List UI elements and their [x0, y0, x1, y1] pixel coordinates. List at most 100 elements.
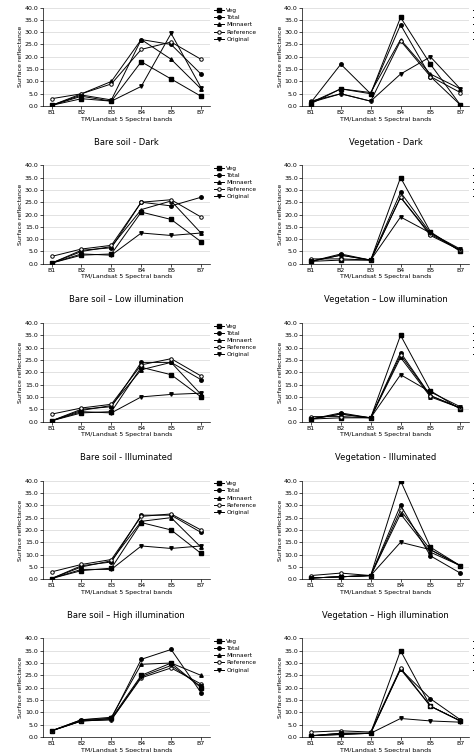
Reference [457, 88, 463, 97]
Minnaert [457, 84, 463, 93]
X-axis label: TM/Landsat 5 Spectral bands: TM/Landsat 5 Spectral bands [81, 274, 172, 279]
Original [109, 97, 114, 106]
Reference [109, 400, 114, 409]
Original [49, 417, 55, 426]
Veg [338, 414, 344, 423]
Veg [338, 84, 344, 93]
Line: Veg: Veg [309, 176, 462, 263]
Legend: Veg, Total, Minnaert, Reference, Original: Veg, Total, Minnaert, Reference, Origina… [473, 638, 474, 673]
Original [198, 389, 204, 398]
Minnaert [338, 729, 344, 738]
Veg [49, 101, 55, 110]
X-axis label: TM/Landsat 5 Spectral bands: TM/Landsat 5 Spectral bands [340, 747, 431, 752]
Reference [308, 97, 314, 106]
Minnaert [198, 390, 204, 399]
Reference [138, 45, 144, 54]
Original [138, 541, 144, 550]
Total [49, 417, 55, 426]
Total [457, 100, 463, 109]
Total [308, 574, 314, 583]
Y-axis label: Surface reflectance: Surface reflectance [278, 657, 283, 718]
Original [49, 259, 55, 268]
Original [168, 390, 174, 399]
Minnaert [109, 401, 114, 410]
Legend: Veg, Total, Minnaert, Reference, Original: Veg, Total, Minnaert, Reference, Origina… [473, 323, 474, 358]
Legend: Veg, Total, Minnaert, Reference, Original: Veg, Total, Minnaert, Reference, Origina… [213, 481, 257, 515]
Reference [79, 89, 84, 99]
Line: Minnaert: Minnaert [50, 661, 203, 732]
Veg [138, 362, 144, 371]
Minnaert [79, 406, 84, 415]
Original [79, 92, 84, 101]
Minnaert [198, 84, 204, 93]
Reference [338, 412, 344, 421]
Total [79, 90, 84, 99]
Minnaert [79, 89, 84, 99]
Original [338, 572, 344, 581]
Veg [109, 250, 114, 259]
Veg [457, 247, 463, 256]
Total [398, 188, 403, 197]
Line: Original: Original [50, 664, 203, 732]
Y-axis label: Surface reflectance: Surface reflectance [278, 499, 283, 560]
Total [138, 358, 144, 367]
Minnaert [138, 660, 144, 669]
Original [398, 714, 403, 723]
Total [198, 528, 204, 537]
Veg [168, 526, 174, 535]
Veg [198, 393, 204, 402]
Total [457, 246, 463, 255]
Line: Original: Original [309, 373, 462, 421]
Minnaert [49, 259, 55, 268]
Reference [368, 414, 374, 423]
Original [49, 101, 55, 110]
Line: Minnaert: Minnaert [309, 512, 462, 580]
Total [198, 375, 204, 384]
Original [308, 731, 314, 740]
Y-axis label: Surface reflectance: Surface reflectance [278, 184, 283, 245]
Text: Vegetation – Low illumination: Vegetation – Low illumination [324, 296, 447, 305]
Text: Bare soil - Dark: Bare soil - Dark [94, 138, 159, 147]
Original [368, 414, 374, 423]
Total [457, 404, 463, 413]
Original [368, 97, 374, 106]
Y-axis label: Surface reflectance: Surface reflectance [278, 26, 283, 87]
Line: Original: Original [309, 55, 462, 104]
Veg [308, 99, 314, 108]
Minnaert [168, 196, 174, 205]
Total [168, 40, 174, 49]
Line: Total: Total [50, 361, 203, 423]
Line: Reference: Reference [309, 508, 462, 578]
Original [428, 717, 433, 726]
Original [49, 574, 55, 583]
Text: Bare soil – Low illumination: Bare soil – Low illumination [69, 296, 184, 305]
Reference [428, 702, 433, 711]
Line: Veg: Veg [309, 16, 462, 107]
Total [168, 511, 174, 520]
Line: Original: Original [50, 392, 203, 423]
Veg [398, 331, 403, 340]
Reference [49, 94, 55, 103]
Line: Minnaert: Minnaert [309, 196, 462, 263]
Legend: Veg, Total, Minnaert, Reference, Original: Veg, Total, Minnaert, Reference, Origina… [213, 323, 257, 358]
Total [79, 715, 84, 724]
Minnaert [168, 659, 174, 668]
Reference [398, 350, 403, 359]
Minnaert [368, 256, 374, 265]
Reference [109, 241, 114, 250]
Minnaert [109, 713, 114, 722]
Reference [79, 717, 84, 726]
Line: Veg: Veg [50, 365, 203, 423]
Veg [79, 94, 84, 103]
Total [428, 391, 433, 400]
Line: Original: Original [50, 232, 203, 265]
Veg [308, 574, 314, 583]
Line: Veg: Veg [50, 521, 203, 581]
Veg [308, 257, 314, 266]
Line: Total: Total [50, 647, 203, 732]
Line: Minnaert: Minnaert [309, 668, 462, 738]
Reference [368, 97, 374, 106]
Total [338, 59, 344, 68]
Reference [398, 36, 403, 45]
Original [198, 541, 204, 550]
